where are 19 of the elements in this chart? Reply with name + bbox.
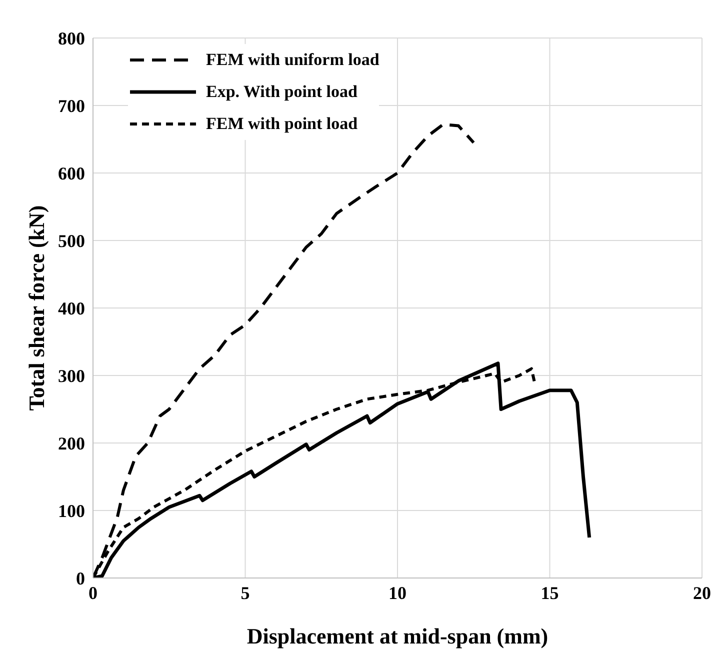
y-tick-label: 700 [58,96,85,116]
y-tick-label: 100 [58,500,85,521]
y-tick-label: 200 [58,433,85,454]
y-tick-label: 800 [58,28,85,48]
x-tick-label: 0 [88,582,98,603]
y-tick-label: 300 [58,366,85,386]
y-tick-label: 0 [76,568,85,588]
x-tick-label: 20 [693,582,711,603]
legend-label: FEM with point load [206,114,358,134]
y-tick-label: 400 [58,298,85,318]
legend-label: Exp. With point load [206,82,358,102]
y-tick-label: 600 [58,163,85,184]
x-axis-title: Displacement at mid-span (mm) [246,624,548,649]
x-tick-label: 15 [540,582,559,603]
y-tick-label: 500 [58,230,85,251]
x-tick-label: 10 [388,582,406,603]
x-tick-label: 5 [240,582,250,603]
y-axis-title: Total shear force (kN) [24,205,49,411]
legend-label: FEM with uniform load [206,50,380,70]
